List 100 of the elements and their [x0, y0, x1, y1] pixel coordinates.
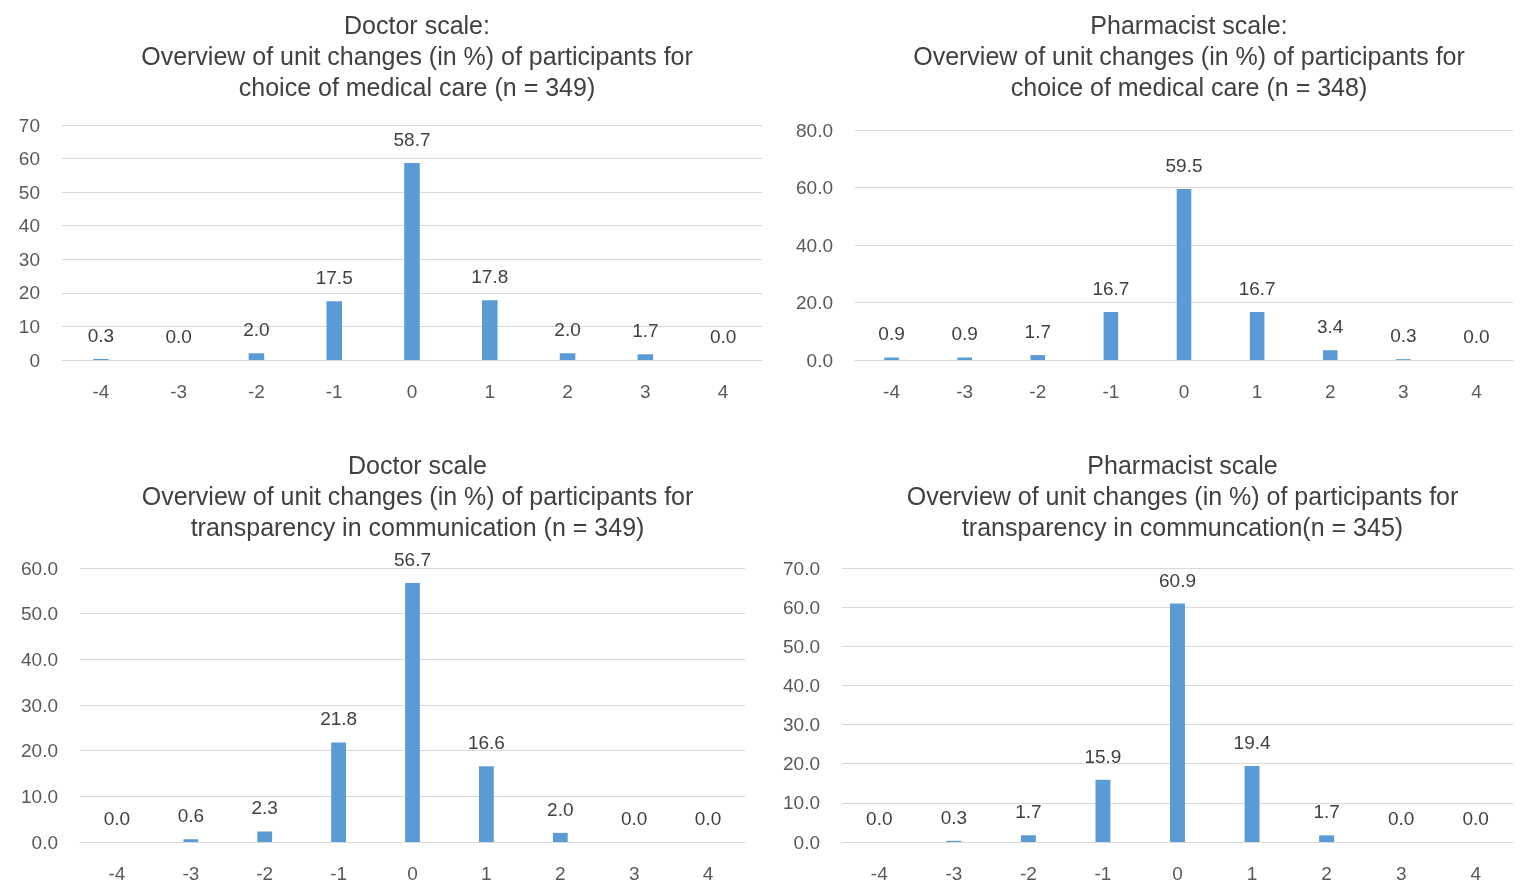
x-tick-label: -4: [883, 381, 901, 402]
data-label: 15.9: [1084, 745, 1122, 767]
data-label: 2.0: [554, 319, 581, 341]
data-label: 0.0: [103, 808, 131, 829]
x-tick-label: 0: [406, 381, 418, 402]
chart-title: Pharmacist scale: Overview of unit changes (in %) of participants for choice of medical care (n = 348): [913, 10, 1465, 101]
data-label: 16.7: [1238, 277, 1276, 299]
x-tick-label: 3: [1395, 863, 1407, 884]
y-tick-label: 40: [18, 215, 40, 237]
chart-title: Pharmacist scale Overview of unit changes (in %) of participants for transparency in communcation(n = 345): [906, 450, 1459, 541]
y-tick-label: 0.0: [31, 831, 58, 853]
x-tick-label: 2: [554, 863, 566, 884]
bar: [482, 300, 498, 360]
y-tick-label: 70: [18, 114, 40, 136]
y-tick-label: 0: [29, 349, 40, 371]
x-tick-label: 4: [717, 381, 729, 402]
x-tick-label: -1: [325, 381, 343, 402]
x-tick-label: 3: [628, 863, 640, 884]
x-tick-label: -4: [870, 863, 889, 884]
data-label: 60.9: [1159, 569, 1196, 591]
bar: [1249, 311, 1265, 360]
x-tick-label: -2: [1029, 381, 1047, 402]
data-label: 0.0: [1463, 326, 1490, 347]
data-label: 16.7: [1092, 277, 1130, 299]
y-tick-label: 60.0: [783, 596, 820, 618]
y-tick-label: 60: [18, 148, 40, 170]
bar: [1020, 835, 1036, 842]
data-label: 56.7: [394, 549, 431, 571]
x-tick-label: -2: [256, 863, 274, 884]
x-tick-label: -3: [956, 381, 974, 402]
bar: [957, 357, 972, 360]
x-tick-label: -1: [1094, 863, 1112, 884]
data-label: 2.0: [547, 798, 574, 820]
bar: [405, 583, 420, 842]
x-tick-label: -2: [1019, 863, 1037, 884]
y-tick-label: 50.0: [783, 635, 820, 657]
data-label: 17.5: [315, 267, 353, 289]
y-tick-label: 60.0: [796, 177, 833, 198]
chart-title: Doctor scale: Overview of unit changes (in %) of participants for choice of medical care (n = 349): [141, 10, 693, 101]
x-tick-label: -1: [330, 863, 348, 884]
bar: [326, 301, 342, 360]
y-tick-label: 0.0: [793, 831, 820, 853]
data-label: 0.0: [694, 808, 722, 829]
data-label: 0.0: [709, 326, 737, 347]
bar: [1170, 603, 1185, 842]
y-tick-label: 30.0: [21, 694, 58, 716]
x-tick-label: 1: [1251, 381, 1263, 402]
y-tick-label: 30: [18, 248, 40, 270]
y-tick-label: 10.0: [783, 792, 820, 814]
x-tick-label: 2: [1321, 863, 1332, 884]
y-tick-label: 40.0: [21, 648, 58, 670]
data-label: 2.3: [251, 797, 278, 819]
y-tick-label: 30.0: [783, 714, 820, 736]
y-tick-label: 20.0: [21, 740, 58, 762]
data-label: 0.9: [878, 323, 905, 345]
data-label: 2.0: [243, 319, 270, 341]
x-tick-label: 0: [1172, 863, 1183, 884]
chart-title: Doctor scale Overview of unit changes (in %) of participants for transparency in communication (n = 349): [141, 450, 694, 541]
y-tick-label: 70.0: [783, 557, 820, 579]
y-tick-label: 0.0: [806, 349, 833, 371]
x-tick-label: 4: [702, 863, 714, 884]
bar: [1244, 766, 1260, 842]
bar: [552, 832, 568, 842]
x-tick-label: 2: [562, 381, 573, 402]
data-label: 0.6: [177, 805, 205, 827]
bar: [1319, 835, 1335, 842]
y-tick-label: 20.0: [783, 753, 820, 775]
bar: [1176, 188, 1192, 360]
y-tick-label: 40.0: [796, 234, 833, 256]
data-label: 0.3: [87, 324, 115, 346]
data-label: 17.8: [471, 266, 509, 288]
data-label: 19.4: [1233, 732, 1271, 754]
data-label: 0.0: [1462, 808, 1489, 829]
bar: [1322, 350, 1338, 360]
x-tick-label: 0: [407, 863, 418, 884]
bar: [248, 353, 265, 360]
y-tick-label: 60.0: [21, 557, 58, 579]
x-tick-label: 3: [1398, 381, 1409, 402]
x-tick-label: -1: [1102, 381, 1120, 402]
bar: [1030, 355, 1046, 360]
bar: [479, 766, 494, 842]
bar: [884, 357, 899, 360]
x-tick-label: 2: [1324, 381, 1336, 402]
bar: [257, 831, 273, 842]
x-tick-label: -3: [182, 863, 200, 884]
data-label: 0.9: [951, 323, 978, 345]
data-label: 0.0: [165, 326, 192, 347]
x-tick-label: 1: [484, 381, 496, 402]
bar: [559, 353, 576, 360]
x-tick-label: 4: [1471, 381, 1483, 402]
bar: [637, 354, 654, 360]
y-tick-label: 10: [18, 315, 40, 337]
x-tick-label: 0: [1178, 381, 1190, 402]
x-tick-label: 3: [640, 381, 651, 402]
x-tick-label: -3: [170, 381, 188, 402]
data-label: 0.3: [1390, 325, 1417, 347]
bar: [1103, 311, 1119, 360]
data-label: 1.7: [1015, 801, 1042, 823]
data-label: 16.6: [467, 732, 505, 754]
y-tick-label: 50.0: [21, 603, 58, 625]
